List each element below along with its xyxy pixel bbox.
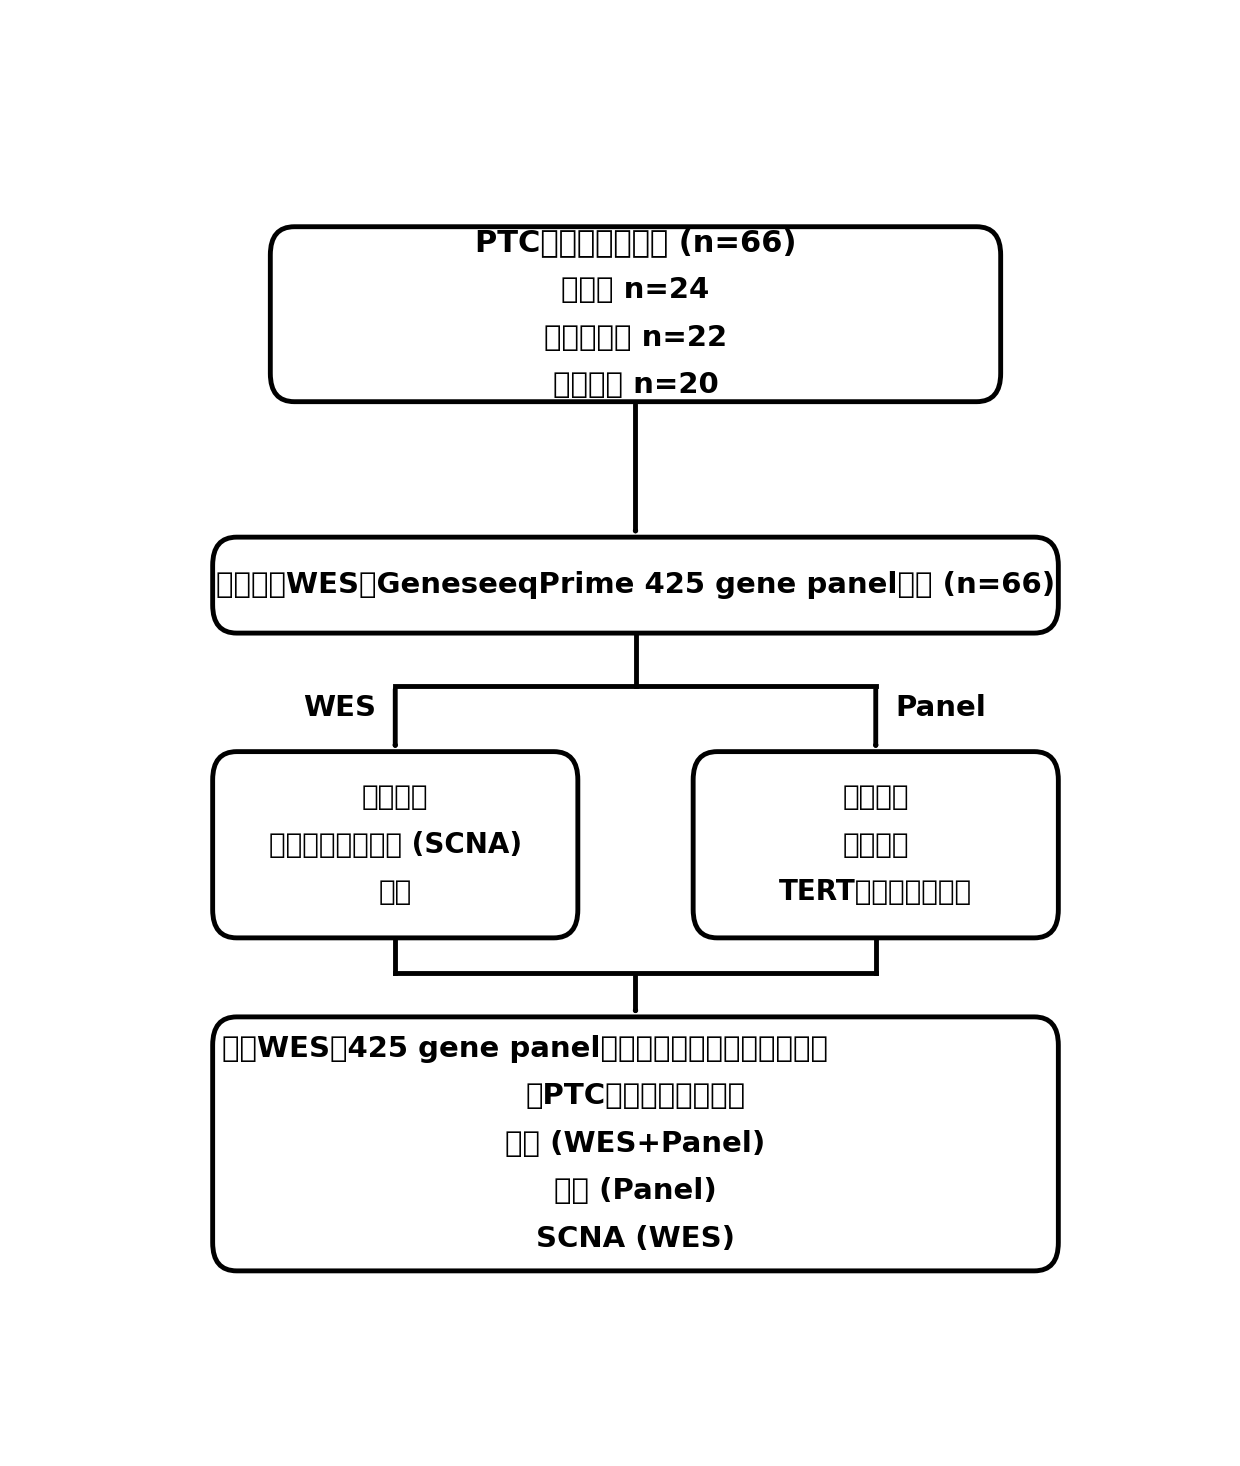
FancyBboxPatch shape [213,1017,1058,1271]
Text: SCNA (WES): SCNA (WES) [536,1224,735,1253]
Text: 突变 (WES+Panel): 突变 (WES+Panel) [506,1130,765,1158]
Text: 远处转移 n=20: 远处转移 n=20 [553,371,718,399]
FancyBboxPatch shape [270,227,1001,402]
Text: 染色体拷贝数变异 (SCNA): 染色体拷贝数变异 (SCNA) [269,831,522,859]
Text: 融合 (Panel): 融合 (Panel) [554,1177,717,1205]
Text: Panel: Panel [895,693,986,721]
FancyBboxPatch shape [213,537,1058,633]
Text: 融合分析: 融合分析 [842,831,909,859]
Text: TERT驱动子突变分析: TERT驱动子突变分析 [779,878,972,906]
Text: 同步进行WES和GeneseeqPrime 425 gene panel检测 (n=66): 同步进行WES和GeneseeqPrime 425 gene panel检测 (… [216,572,1055,600]
Text: 无转移 n=24: 无转移 n=24 [562,277,709,305]
Text: WES: WES [303,693,376,721]
FancyBboxPatch shape [213,752,578,938]
Text: 突变分析: 突变分析 [842,783,909,811]
Text: PTC原发癌组织样本 (n=66): PTC原发癌组织样本 (n=66) [475,229,796,258]
Text: 分析: 分析 [378,878,412,906]
Text: 突变分析: 突变分析 [362,783,429,811]
FancyBboxPatch shape [693,752,1059,938]
Text: 析PTC远处转移分子机制: 析PTC远处转移分子机制 [526,1082,745,1110]
Text: 综合WES和425 gene panel结果，从三种类型变异探究分: 综合WES和425 gene panel结果，从三种类型变异探究分 [222,1035,828,1063]
Text: 淋巴结转移 n=22: 淋巴结转移 n=22 [544,324,727,352]
